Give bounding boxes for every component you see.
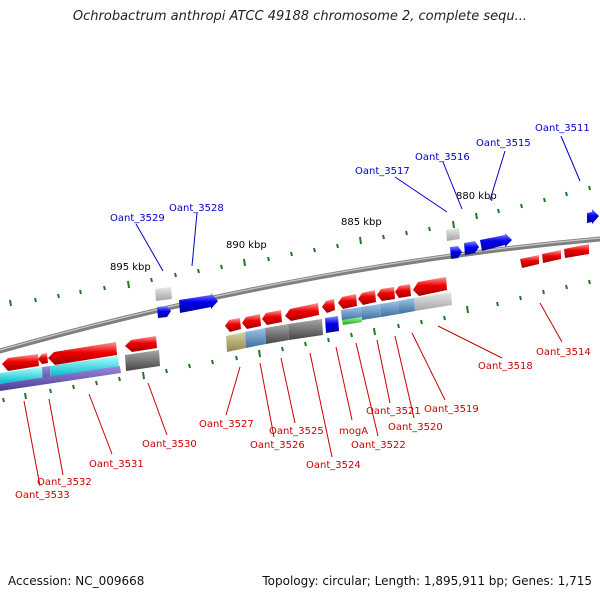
label-oant-3525[interactable]: Oant_3525 bbox=[269, 426, 324, 437]
forward-gene-labels: Oant_3511 Oant_3515 Oant_3516 Oant_3517 … bbox=[110, 123, 590, 224]
feature-block-3517[interactable] bbox=[446, 228, 460, 241]
gene-oant-3529[interactable] bbox=[157, 306, 171, 318]
reverse-leader-lines bbox=[23, 302, 563, 487]
gene-oant-3514-c[interactable] bbox=[520, 255, 539, 268]
label-oant-3515[interactable]: Oant_3515 bbox=[476, 138, 531, 149]
label-oant-3521[interactable]: Oant_3521 bbox=[366, 406, 421, 417]
feature-block-moga[interactable] bbox=[325, 316, 339, 333]
topology-summary-text: Topology: circular; Length: 1,895,911 bp… bbox=[262, 574, 592, 588]
label-oant-3524[interactable]: Oant_3524 bbox=[306, 460, 361, 471]
gene-oant-3516[interactable] bbox=[464, 241, 479, 255]
gene-oant-3521[interactable] bbox=[358, 290, 376, 305]
label-moga[interactable]: mogA bbox=[339, 426, 368, 437]
label-oant-3511[interactable]: Oant_3511 bbox=[535, 123, 590, 134]
label-oant-3530[interactable]: Oant_3530 bbox=[142, 439, 197, 450]
scale-label-880: 880 kbp bbox=[456, 191, 497, 202]
label-oant-3520[interactable]: Oant_3520 bbox=[388, 422, 443, 433]
label-oant-3531[interactable]: Oant_3531 bbox=[89, 459, 144, 470]
feature-block-purple-band[interactable] bbox=[0, 366, 121, 391]
gene-oant-3514-a[interactable] bbox=[564, 244, 589, 258]
feature-block-3531-cyan[interactable] bbox=[50, 356, 119, 377]
feature-blocks bbox=[0, 228, 460, 391]
page-title: Ochrobactrum anthropi ATCC 49188 chromos… bbox=[72, 9, 528, 24]
gene-oant-3517[interactable] bbox=[450, 246, 462, 259]
accession-text: Accession: NC_009668 bbox=[8, 574, 145, 588]
inner-tick-ring bbox=[2, 279, 591, 403]
label-oant-3519[interactable]: Oant_3519 bbox=[424, 404, 479, 415]
gene-oant-3528[interactable] bbox=[179, 293, 218, 313]
label-oant-3518[interactable]: Oant_3518 bbox=[478, 361, 533, 372]
forward-strand-genes bbox=[157, 209, 599, 318]
feature-block-3527[interactable] bbox=[226, 332, 246, 352]
feature-block-3521[interactable] bbox=[361, 304, 381, 320]
feature-block-3525[interactable] bbox=[265, 324, 289, 344]
gene-oant-3524[interactable] bbox=[285, 303, 319, 321]
scale-label-890: 890 kbp bbox=[226, 240, 267, 251]
gene-oant-3514-b[interactable] bbox=[542, 250, 561, 263]
label-oant-3514[interactable]: Oant_3514 bbox=[536, 347, 591, 358]
gene-oant-3519[interactable] bbox=[395, 284, 411, 298]
scale-label-895: 895 kbp bbox=[110, 262, 151, 273]
gene-oant-3522[interactable] bbox=[338, 294, 357, 309]
feature-block-3522[interactable] bbox=[341, 307, 362, 321]
label-oant-3516[interactable]: Oant_3516 bbox=[415, 152, 470, 163]
gene-oant-3533[interactable] bbox=[2, 354, 39, 371]
gene-moga[interactable] bbox=[322, 299, 335, 313]
gene-oant-3518[interactable] bbox=[413, 277, 447, 296]
gene-oant-3530[interactable] bbox=[125, 336, 157, 352]
label-oant-3527[interactable]: Oant_3527 bbox=[199, 419, 254, 430]
label-oant-3533[interactable]: Oant_3533 bbox=[15, 490, 70, 501]
feature-block-3522-green[interactable] bbox=[342, 317, 362, 325]
label-oant-3532[interactable]: Oant_3532 bbox=[37, 477, 92, 488]
feature-block-3530[interactable] bbox=[125, 350, 160, 371]
gene-oant-3515[interactable] bbox=[480, 233, 512, 251]
feature-block-3520[interactable] bbox=[380, 301, 399, 317]
feature-block-3524[interactable] bbox=[288, 319, 323, 340]
feature-block-3526[interactable] bbox=[245, 328, 266, 348]
gene-oant-3532[interactable] bbox=[38, 353, 48, 364]
scale-label-885: 885 kbp bbox=[341, 217, 382, 228]
reverse-gene-labels: Oant_3514 Oant_3518 Oant_3519 Oant_3520 … bbox=[15, 347, 591, 501]
chromosome-backbone bbox=[0, 236, 600, 354]
gene-oant-3511[interactable] bbox=[587, 209, 599, 224]
gene-oant-3525[interactable] bbox=[262, 310, 282, 325]
backbone-highlight bbox=[0, 237, 600, 351]
forward-leader-lines bbox=[135, 135, 581, 272]
label-oant-3522[interactable]: Oant_3522 bbox=[351, 440, 406, 451]
feature-block-3518[interactable] bbox=[414, 292, 452, 311]
gene-oant-3531[interactable] bbox=[48, 342, 117, 365]
gene-oant-3527[interactable] bbox=[225, 318, 241, 332]
reverse-strand-genes bbox=[2, 244, 589, 371]
label-oant-3529[interactable]: Oant_3529 bbox=[110, 213, 165, 224]
feature-block-3533-cyan[interactable] bbox=[0, 367, 43, 384]
gene-oant-3526[interactable] bbox=[242, 314, 261, 329]
gene-oant-3520[interactable] bbox=[377, 287, 395, 301]
feature-block-3529[interactable] bbox=[155, 287, 172, 301]
feature-block-3519[interactable] bbox=[398, 298, 415, 314]
label-oant-3528[interactable]: Oant_3528 bbox=[169, 203, 224, 214]
outer-tick-ring bbox=[9, 185, 591, 307]
label-oant-3526[interactable]: Oant_3526 bbox=[250, 440, 305, 451]
label-oant-3517[interactable]: Oant_3517 bbox=[355, 166, 410, 177]
